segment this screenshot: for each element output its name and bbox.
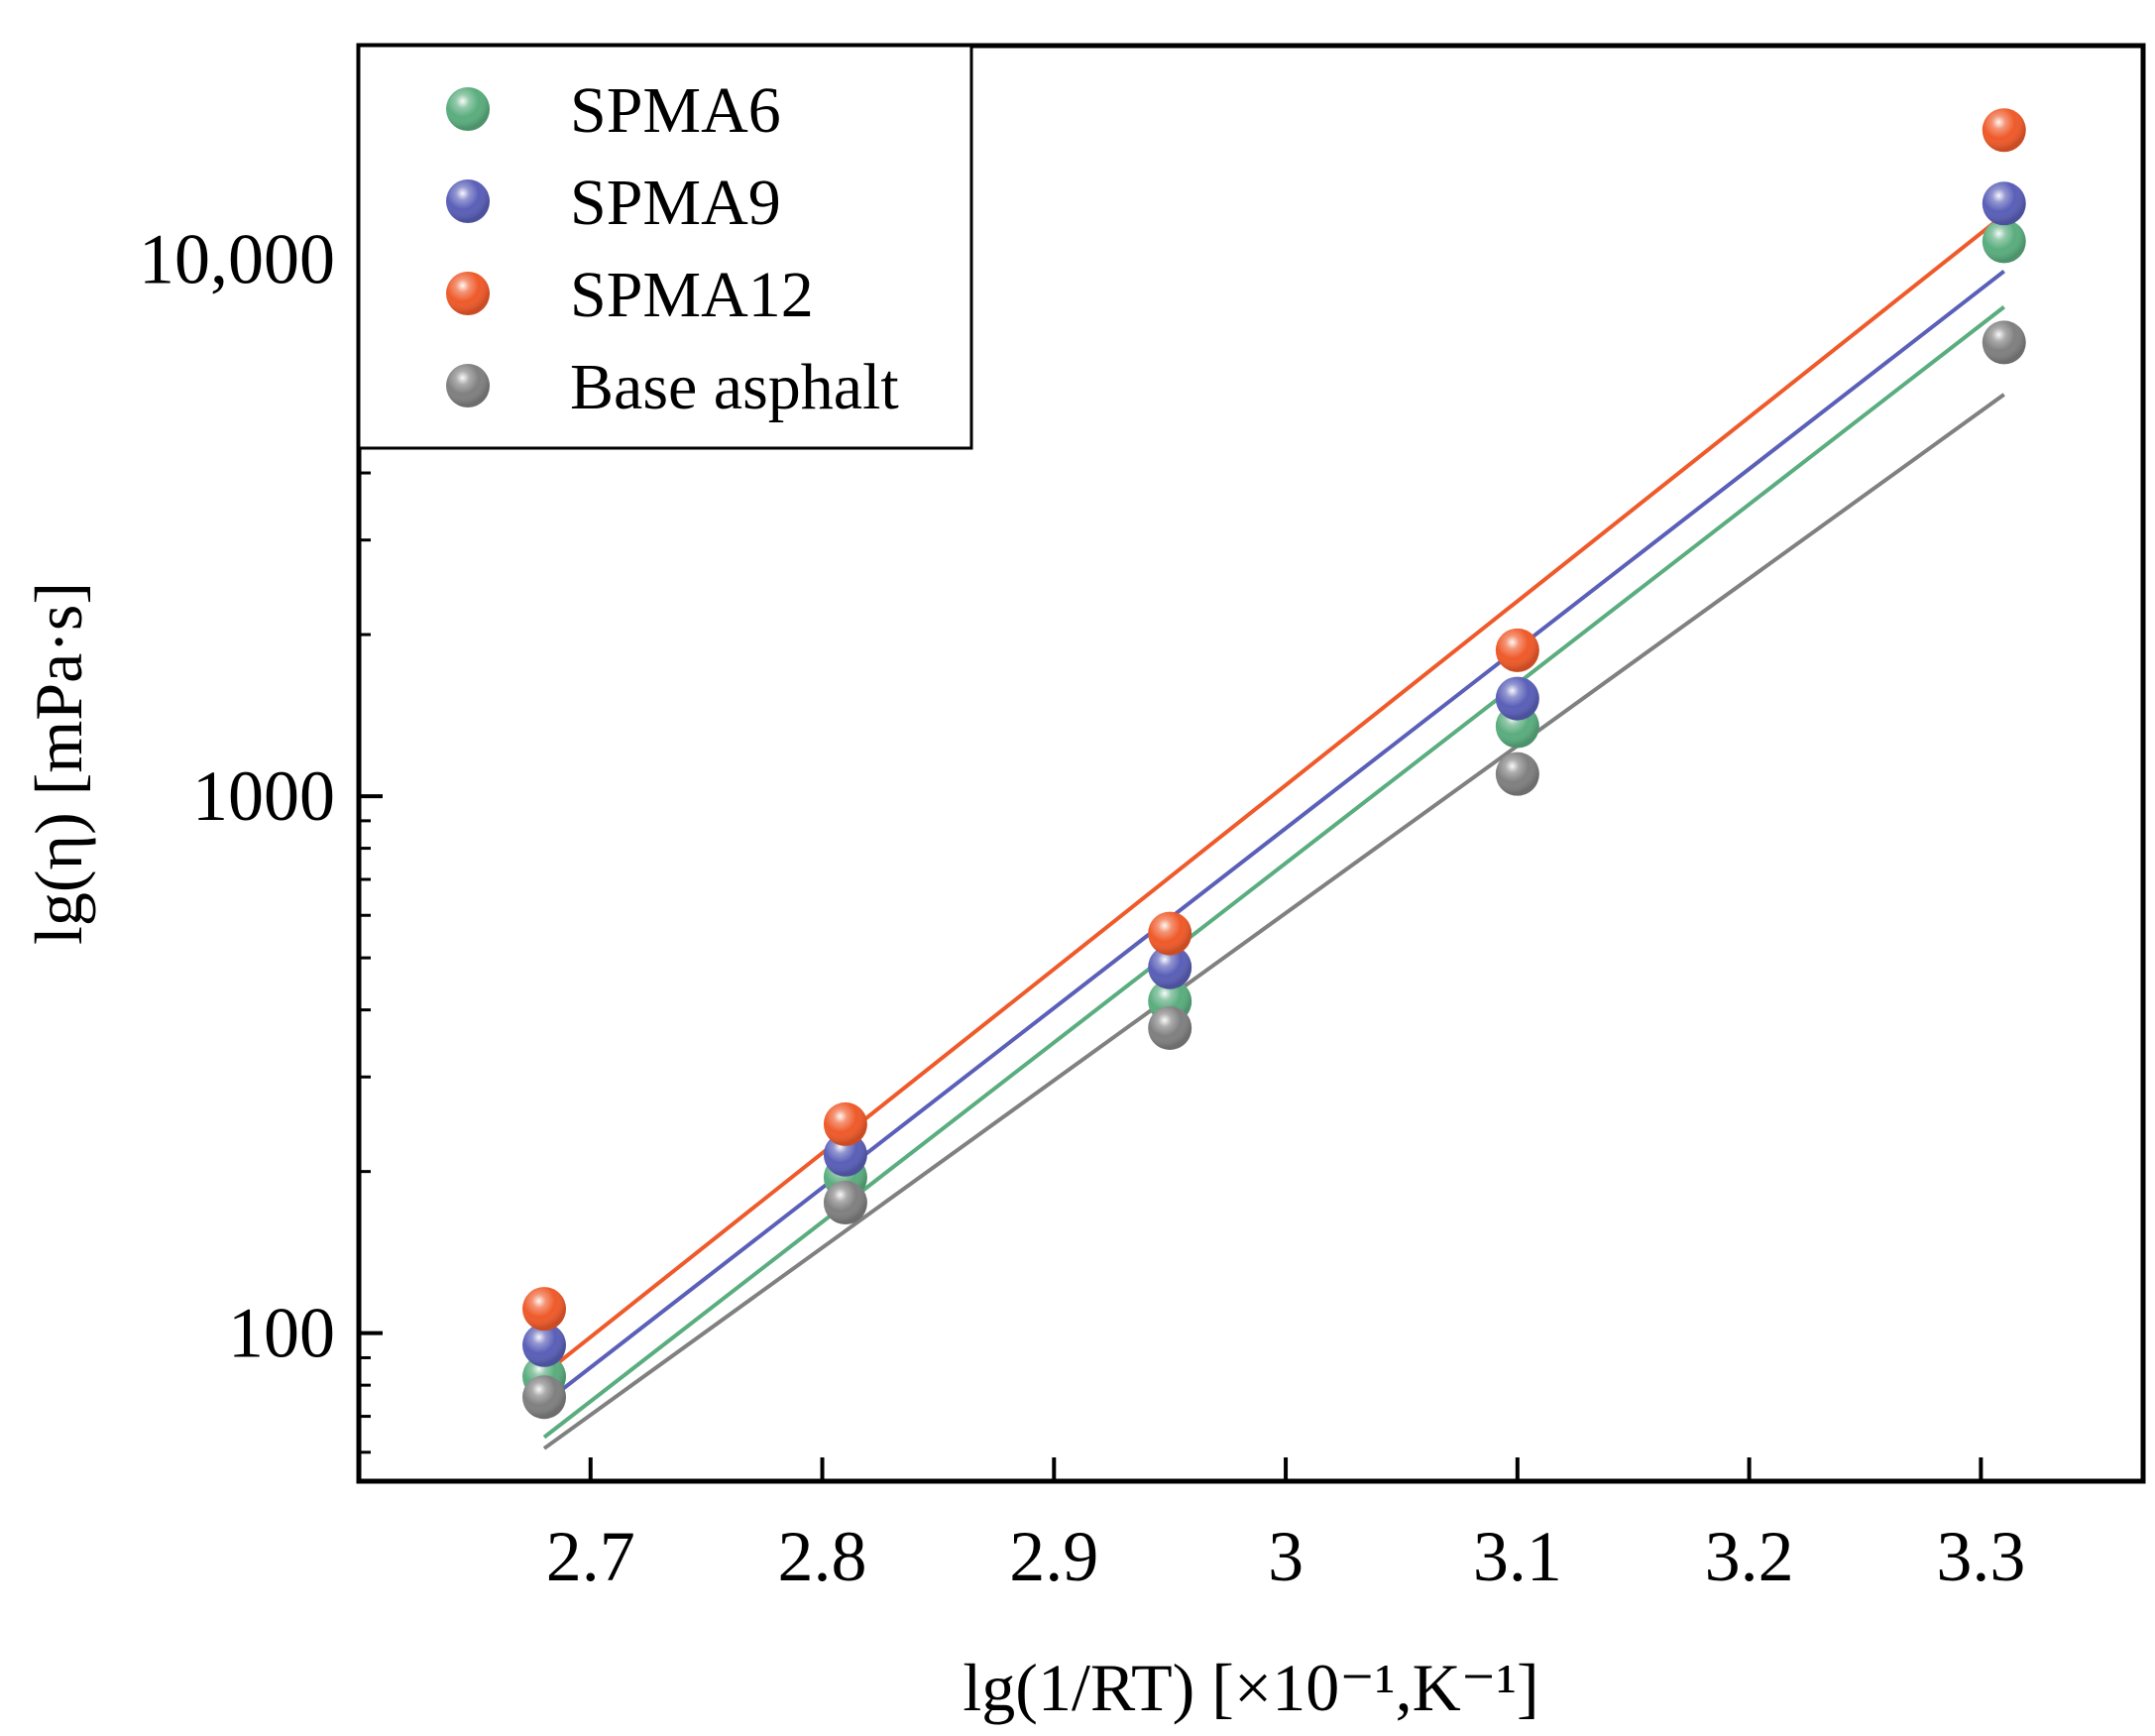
x-tick-label: 3.2: [1705, 1517, 1794, 1596]
x-tick-label: 3.3: [1936, 1517, 2025, 1596]
data-point: [823, 1181, 867, 1225]
x-tick-label: 2.8: [778, 1517, 867, 1596]
data-point-shine: [1495, 628, 1539, 672]
data-point: [1982, 181, 2026, 226]
plot-frame: [356, 43, 2146, 1484]
legend-label: Base asphalt: [570, 351, 899, 423]
data-point-shine: [1982, 320, 2026, 365]
data-point-shine: [1495, 752, 1539, 796]
data-point-shine: [1495, 676, 1539, 721]
data-point: [1495, 628, 1539, 672]
data-point-shine: [823, 1101, 867, 1146]
data-point-shine: [522, 1323, 567, 1367]
legend-marker-shine: [446, 272, 490, 315]
y-axis-title: lg(η) [mPa·s]: [21, 582, 96, 945]
legend-marker: [446, 87, 490, 131]
x-axis-title: lg(1/RT) [×10⁻¹,K⁻¹]: [963, 1650, 1538, 1725]
x-tick-label: 2.9: [1009, 1517, 1098, 1596]
fit-line: [542, 305, 2005, 1440]
legend-marker: [446, 364, 490, 407]
y-axis-ticks: 100 1000 10,000: [139, 95, 383, 1454]
data-point-shine: [1982, 108, 2026, 153]
legend-label: SPMA9: [570, 167, 781, 239]
legend-label: SPMA6: [570, 74, 781, 147]
data-point: [1148, 945, 1192, 989]
data-point-shine: [522, 1287, 567, 1331]
data-points: [522, 108, 2026, 1420]
data-point-shine: [823, 1132, 867, 1177]
legend-marker-shine: [446, 364, 490, 407]
y-tick-label: 100: [228, 1294, 335, 1373]
legend-label: SPMA12: [570, 259, 814, 331]
data-point: [1148, 911, 1192, 956]
legend-marker: [446, 179, 490, 223]
data-point: [1982, 108, 2026, 153]
data-point: [1148, 1005, 1192, 1050]
y-tick-label: 1000: [192, 756, 335, 836]
data-point-shine: [1982, 219, 2026, 264]
x-tick-label: 3: [1268, 1517, 1304, 1596]
data-point: [1495, 676, 1539, 721]
data-point: [1982, 219, 2026, 264]
x-axis-ticks: 2.7 2.8 2.9 3 3.1 3.2 3.3: [546, 1457, 2025, 1596]
data-point: [823, 1132, 867, 1177]
data-point: [522, 1287, 567, 1331]
x-tick-label: 3.1: [1473, 1517, 1562, 1596]
data-point: [823, 1101, 867, 1146]
data-point: [522, 1323, 567, 1367]
data-point-shine: [522, 1375, 567, 1420]
data-point: [522, 1375, 567, 1420]
data-point: [1982, 320, 2026, 365]
data-point-shine: [1148, 911, 1192, 956]
legend-marker: [446, 272, 490, 315]
fit-line: [542, 393, 2005, 1450]
data-point-shine: [1982, 181, 2026, 226]
fit-line: [542, 269, 2005, 1406]
data-point-shine: [1148, 945, 1192, 989]
x-tick-label: 2.7: [546, 1517, 635, 1596]
fit-line: [542, 213, 2005, 1376]
data-point-shine: [823, 1181, 867, 1225]
data-point: [1495, 752, 1539, 796]
y-tick-label: 10,000: [139, 220, 335, 299]
fit-lines: [542, 213, 2005, 1450]
legend: SPMA6 SPMA9 SPMA12 Base asphalt: [357, 44, 973, 450]
data-point-shine: [1148, 1005, 1192, 1050]
legend-marker-shine: [446, 87, 490, 131]
legend-marker-shine: [446, 179, 490, 223]
